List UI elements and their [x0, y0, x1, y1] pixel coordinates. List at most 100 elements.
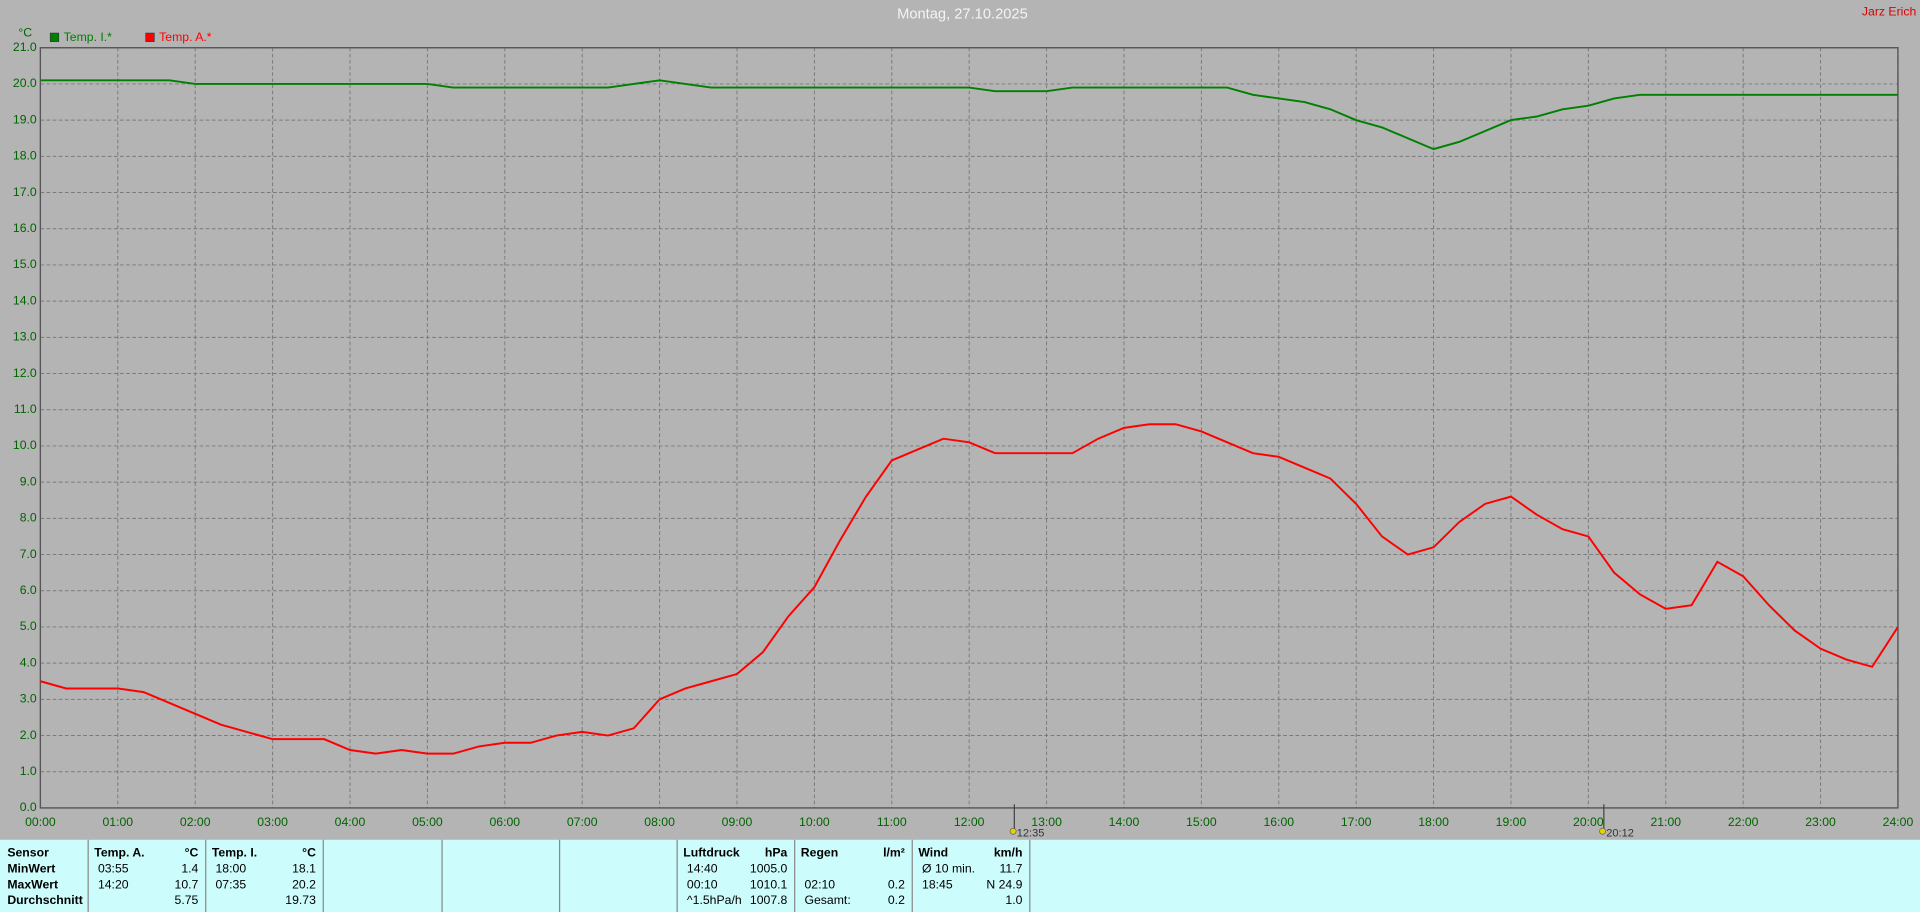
x-tick-label: 07:00 — [567, 815, 598, 829]
y-tick-label: 15.0 — [13, 257, 37, 271]
legend-swatch — [49, 32, 60, 42]
owner: Jarz Erich — [1862, 4, 1917, 18]
panel-cell: 07:35 — [216, 877, 247, 891]
y-tick-label: 18.0 — [13, 149, 37, 163]
y-tick-label: 21.0 — [13, 40, 37, 54]
x-tick-label: 17:00 — [1341, 815, 1372, 829]
panel-col-unit: °C — [185, 845, 199, 859]
y-tick-label: 17.0 — [13, 185, 37, 199]
y-tick-label: 16.0 — [13, 221, 37, 235]
panel-cell: 14:20 — [98, 877, 129, 891]
y-tick-label: 10.0 — [13, 438, 37, 452]
x-tick-label: 16:00 — [1263, 815, 1294, 829]
panel-col-header: Temp. I. — [212, 845, 257, 859]
panel-cell: 02:10 — [804, 877, 835, 891]
x-tick-label: 02:00 — [180, 815, 211, 829]
panel-value: 1010.1 — [750, 877, 788, 891]
y-tick-label: 7.0 — [20, 547, 37, 561]
panel-cell: ^1.5hPa/h — [687, 893, 742, 907]
series-line — [40, 79, 1898, 151]
panel-value: 18.1 — [292, 861, 316, 875]
summary-panel — [0, 839, 1920, 912]
panel-col-unit: l/m² — [883, 845, 905, 859]
legend-label: Temp. I.* — [64, 30, 113, 44]
panel-col-header: Regen — [801, 845, 838, 859]
panel-header: Sensor — [7, 845, 49, 859]
panel-value: 0.2 — [888, 893, 905, 907]
panel-value: 1.4 — [181, 861, 198, 875]
panel-col-header: Luftdruck — [683, 845, 740, 859]
marker-label: 20:12 — [1606, 828, 1634, 840]
x-tick-label: 14:00 — [1109, 815, 1140, 829]
x-tick-label: 13:00 — [1031, 815, 1062, 829]
panel-col-unit: °C — [302, 845, 316, 859]
x-tick-label: 10:00 — [799, 815, 830, 829]
x-tick-label: 23:00 — [1805, 815, 1836, 829]
panel-cell: 03:55 — [98, 861, 129, 875]
series-line — [40, 423, 1899, 755]
x-tick-label: 08:00 — [644, 815, 675, 829]
y-tick-label: 1.0 — [20, 764, 37, 778]
panel-value: N 24.9 — [986, 877, 1022, 891]
panel-row-label: MaxWert — [7, 877, 58, 891]
marker-icon — [1599, 827, 1606, 835]
panel-row-label: MinWert — [7, 861, 55, 875]
x-tick-label: 21:00 — [1650, 815, 1681, 829]
marker-icon — [1009, 827, 1017, 835]
y-tick-label: 3.0 — [20, 692, 37, 706]
panel-value: 1007.8 — [750, 893, 788, 907]
y-tick-label: 9.0 — [20, 474, 37, 488]
panel-value: 10.7 — [175, 877, 199, 891]
panel-cell: 14:40 — [687, 861, 718, 875]
y-tick-label: 20.0 — [13, 76, 37, 90]
x-tick-label: 00:00 — [25, 815, 56, 829]
panel-row-label: Durchschnitt — [7, 893, 82, 907]
y-tick-label: 13.0 — [13, 330, 37, 344]
panel-col-unit: km/h — [994, 845, 1023, 859]
y-tick-label: 14.0 — [13, 293, 37, 307]
panel-value: 1.0 — [1005, 893, 1022, 907]
x-tick-label: 12:00 — [954, 815, 985, 829]
panel-value: 1005.0 — [750, 861, 788, 875]
marker-label: 12:35 — [1017, 828, 1045, 840]
panel-value: 11.7 — [1000, 861, 1023, 875]
x-tick-label: 04:00 — [335, 815, 366, 829]
y-axis-label: °C — [18, 25, 32, 39]
y-tick-label: 6.0 — [20, 583, 37, 597]
y-tick-label: 0.0 — [20, 800, 37, 814]
y-tick-label: 2.0 — [20, 728, 37, 742]
x-tick-label: 01:00 — [102, 815, 133, 829]
x-tick-label: 19:00 — [1496, 815, 1527, 829]
panel-cell: 18:00 — [216, 861, 247, 875]
x-tick-label: 24:00 — [1883, 815, 1914, 829]
y-tick-label: 8.0 — [20, 511, 37, 525]
panel-cell: 18:45 — [922, 877, 953, 891]
panel-cell: Ø 10 min. — [922, 861, 975, 875]
x-tick-label: 15:00 — [1186, 815, 1217, 829]
y-tick-label: 19.0 — [13, 112, 37, 126]
plot-border — [39, 47, 1899, 809]
x-tick-label: 18:00 — [1418, 815, 1449, 829]
panel-cell: Gesamt: — [804, 893, 850, 907]
x-tick-label: 05:00 — [412, 815, 443, 829]
y-tick-label: 12.0 — [13, 366, 37, 380]
x-tick-label: 09:00 — [722, 815, 753, 829]
panel-value: 19.73 — [285, 893, 316, 907]
panel-col-header: Temp. A. — [94, 845, 144, 859]
y-tick-label: 4.0 — [20, 655, 37, 669]
chart-title: Montag, 27.10.2025 — [897, 7, 1028, 23]
panel-col-unit: hPa — [765, 845, 788, 859]
x-tick-label: 06:00 — [489, 815, 520, 829]
panel-col-header: Wind — [918, 845, 948, 859]
x-tick-label: 03:00 — [257, 815, 288, 829]
x-tick-label: 11:00 — [877, 815, 907, 829]
panel-value: 20.2 — [292, 877, 316, 891]
panel-value: 5.75 — [175, 893, 199, 907]
x-tick-label: 20:00 — [1573, 815, 1604, 829]
x-tick-label: 22:00 — [1728, 815, 1759, 829]
panel-value: 0.2 — [888, 877, 905, 891]
y-tick-label: 5.0 — [20, 619, 37, 633]
legend-label: Temp. A.* — [159, 30, 212, 44]
